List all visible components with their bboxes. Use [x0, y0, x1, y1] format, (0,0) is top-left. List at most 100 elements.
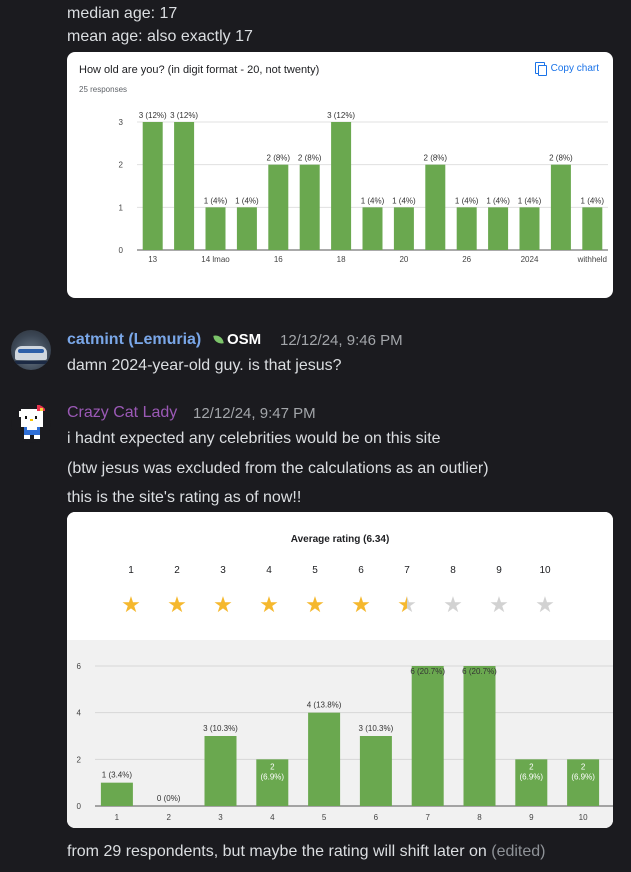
username[interactable]: catmint (Lemuria) — [67, 331, 202, 348]
star-icon: ★ — [351, 592, 371, 617]
star-icon: ★ — [167, 592, 187, 617]
bar — [393, 207, 414, 250]
average-rating-title: Average rating (6.34) — [290, 534, 390, 545]
copy-icon — [534, 62, 547, 76]
star-number-label: 1 — [128, 565, 134, 576]
data-label: 1 (4%) — [361, 196, 385, 205]
data-label: 3 (10.3%) — [203, 724, 238, 733]
x-tick-label: 3 — [218, 813, 223, 822]
x-tick-label: 18 — [337, 255, 346, 264]
bar — [463, 666, 496, 806]
data-label: 2 (8%) — [424, 154, 448, 163]
y-tick-label: 0 — [77, 802, 82, 811]
star-number-label: 10 — [539, 565, 551, 576]
bar — [515, 759, 548, 806]
star-icon: ★ — [259, 592, 279, 617]
badge-label: OSM — [227, 331, 262, 348]
rating-header: Average rating (6.34) 1 ★ 2 ★ 3 ★ 4 ★ 5 ★ 6 ★ 7 ★ 8 ★ 9 ★… — [67, 512, 613, 640]
y-tick-label: 1 — [119, 203, 124, 212]
message-line: mean age: also exactly 17 — [67, 28, 253, 45]
y-tick-label: 2 — [119, 161, 124, 170]
star-number-label: 4 — [266, 565, 272, 576]
star-number-label: 7 — [404, 565, 410, 576]
data-label: 1 (4%) — [518, 196, 542, 205]
timestamp: 12/12/24, 9:47 PM — [193, 405, 316, 422]
age-chart-card: How old are you? (in digit format - 20, … — [67, 52, 613, 298]
data-label: 2 (8%) — [549, 154, 573, 163]
star-number-label: 5 — [312, 565, 318, 576]
edited-tag: (edited) — [491, 843, 546, 860]
response-count: 25 responses — [79, 85, 128, 94]
data-label: 6 (20.7%) — [462, 667, 497, 676]
y-tick-label: 3 — [119, 118, 124, 127]
data-label: 6 (20.7%) — [410, 667, 445, 676]
star-number-label: 3 — [220, 565, 226, 576]
bar — [308, 712, 341, 806]
bar — [268, 164, 289, 250]
bar — [204, 736, 237, 806]
username[interactable]: Crazy Cat Lady — [67, 404, 178, 421]
x-tick-label: 7 — [425, 813, 430, 822]
data-label: 2 (8%) — [267, 154, 291, 163]
bar — [331, 122, 352, 250]
x-tick-label: 13 — [148, 255, 157, 264]
y-tick-label: 4 — [77, 709, 82, 718]
server-tag-badge[interactable]: OSM — [213, 331, 262, 348]
star-icon: ★ — [489, 592, 509, 617]
star-number-label: 2 — [174, 565, 180, 576]
bar — [256, 759, 289, 806]
rating-card: Average rating (6.34) 1 ★ 2 ★ 3 ★ 4 ★ 5 ★ 6 ★ 7 ★ 8 ★ 9 ★… — [67, 512, 613, 828]
data-label: 3 (12%) — [139, 111, 167, 120]
bar — [100, 782, 133, 806]
x-tick-label: 5 — [322, 813, 327, 822]
x-tick-label: withheld — [577, 255, 607, 264]
x-tick-label: 14 lmao — [201, 255, 230, 264]
x-tick-label: 16 — [274, 255, 283, 264]
timestamp: 12/12/24, 9:46 PM — [280, 332, 403, 349]
bar — [362, 207, 383, 250]
bar — [425, 164, 446, 250]
star-icon: ★ — [392, 592, 422, 618]
data-label: 4 (13.8%) — [307, 701, 342, 710]
data-label: 3 (12%) — [170, 111, 198, 120]
data-label: 1 (4%) — [392, 196, 416, 205]
avatar[interactable] — [11, 330, 51, 370]
bar — [550, 164, 571, 250]
bar — [456, 207, 477, 250]
bar — [359, 736, 392, 806]
avatar[interactable] — [11, 403, 51, 443]
star-icon: ★ — [305, 592, 325, 617]
message-line: i hadnt expected any celebrities would b… — [67, 430, 441, 447]
data-label: 3 (12%) — [327, 111, 355, 120]
data-label: (6.9%) — [261, 772, 285, 781]
data-label: 0 (0%) — [157, 794, 181, 803]
star-icon: ★ — [535, 592, 555, 617]
data-label: 1 (4%) — [486, 196, 510, 205]
star-icon: ★ — [121, 592, 141, 617]
data-label: (6.9%) — [520, 772, 544, 781]
star-number-label: 6 — [358, 565, 364, 576]
bar — [488, 207, 509, 250]
x-tick-label: 2024 — [521, 255, 539, 264]
data-label: 2 — [581, 762, 586, 771]
x-tick-label: 26 — [462, 255, 471, 264]
data-label: 1 (3.4%) — [102, 771, 133, 780]
star-icon: ★ — [213, 592, 233, 617]
question-title: How old are you? (in digit format - 20, … — [79, 64, 320, 76]
data-label: (6.9%) — [571, 772, 595, 781]
copy-chart-button[interactable]: Copy chart — [534, 62, 599, 76]
data-label: 3 (10.3%) — [359, 724, 394, 733]
bar — [582, 207, 603, 250]
x-tick-label: 9 — [529, 813, 534, 822]
data-label: 1 (4%) — [235, 196, 259, 205]
copy-chart-label: Copy chart — [550, 62, 599, 74]
message-text: damn 2024-year-old guy. is that jesus? — [67, 357, 342, 374]
y-tick-label: 6 — [77, 662, 82, 671]
bar — [299, 164, 320, 250]
x-tick-label: 20 — [399, 255, 408, 264]
star-icon: ★ — [443, 592, 463, 617]
x-tick-label: 10 — [579, 813, 588, 822]
hello-kitty-icon — [19, 405, 45, 439]
train-icon — [15, 346, 47, 364]
